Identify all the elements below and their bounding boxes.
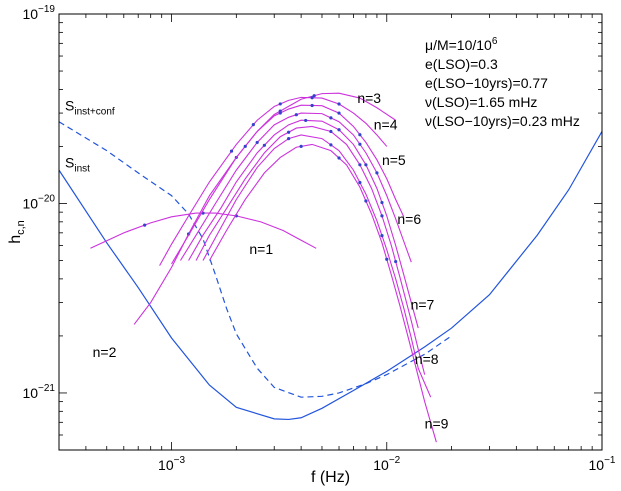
annotation-line: ν(LSO)=1.65 mHz — [425, 94, 537, 110]
harmonic-point — [380, 200, 384, 205]
y-tick-label-exp: −20 — [38, 193, 55, 204]
harmonic-label-n8: n=8 — [415, 351, 439, 367]
x-tick-label: 10−1 — [589, 455, 616, 473]
harmonic-label-n4: n=4 — [374, 117, 398, 133]
x-axis-label: f (Hz) — [311, 469, 350, 486]
x-tick-label-base: 10 — [589, 457, 605, 473]
y-tick-label-base: 10 — [22, 6, 38, 22]
harmonic-point — [329, 143, 333, 147]
harmonic-point — [375, 171, 379, 175]
harmonic-point — [337, 128, 341, 132]
harmonic-point — [262, 143, 266, 147]
annotation-text: e(LSO)=0.3 — [425, 56, 498, 72]
harmonic-label-n1: n=1 — [249, 241, 273, 257]
x-tick-label-exp: −2 — [389, 455, 401, 466]
harmonic-point — [251, 123, 255, 127]
harmonic-curve-n8 — [202, 134, 432, 398]
y-axis-label-sub: c,n — [15, 220, 27, 235]
harmonic-point — [337, 102, 341, 106]
harmonic-point — [287, 130, 291, 134]
harmonic-point — [380, 214, 384, 218]
harmonic-label-n2: n=2 — [93, 344, 117, 360]
harmonic-curve-n3 — [159, 96, 388, 266]
harmonic-label-n9: n=9 — [425, 415, 449, 431]
y-tick-label-base: 10 — [22, 195, 38, 211]
harmonic-point — [312, 94, 316, 98]
x-tick-label-base: 10 — [373, 457, 389, 473]
harmonic-point — [337, 111, 341, 115]
plot-area: SinstSinst+confn=1n=2n=3n=4n=5n=6n=7n=8n… — [59, 36, 602, 443]
harmonic-label-n3: n=3 — [357, 90, 381, 106]
harmonic-point — [304, 118, 308, 123]
harmonic-point — [394, 259, 398, 264]
x-tick-label-exp: −1 — [604, 455, 616, 466]
annotation-line: e(LSO−10yrs)=0.77 — [425, 75, 548, 91]
harmonic-point — [294, 113, 298, 117]
harmonic-point — [358, 163, 362, 167]
harmonic-point — [299, 144, 303, 149]
x-tick-label-exp: −3 — [174, 455, 186, 466]
y-tick-label: 10−19 — [22, 4, 55, 22]
harmonic-point — [358, 142, 362, 146]
annotation-line: e(LSO)=0.3 — [425, 56, 498, 72]
x-tick-label: 10−2 — [373, 455, 400, 473]
annotation-line: ν(LSO−10yrs)=0.23 mHz — [425, 113, 580, 129]
y-axis-label: hc,n — [7, 220, 27, 244]
harmonic-point — [310, 96, 314, 100]
harmonic-point — [364, 163, 368, 167]
annotation-text: ν(LSO)=1.65 mHz — [425, 94, 537, 110]
harmonic-point — [358, 180, 362, 185]
harmonic-point — [358, 133, 362, 137]
annotation-text: e(LSO−10yrs)=0.77 — [425, 75, 548, 91]
noise-curve-label: Sinst+conf — [65, 97, 115, 117]
harmonic-point — [380, 234, 384, 238]
plot-frame — [58, 13, 603, 451]
noise-curve-label-main: S — [65, 154, 74, 170]
harmonic-point — [278, 102, 282, 106]
annotation-text: μ/M=10/10 — [425, 37, 492, 53]
harmonic-point — [287, 136, 291, 141]
harmonic-label-n6: n=6 — [397, 211, 421, 227]
y-tick-label-exp: −19 — [38, 4, 55, 15]
noise-curve-s-inst-conf — [59, 121, 452, 398]
harmonic-point — [278, 111, 282, 115]
harmonic-point — [229, 149, 234, 153]
y-axis-label-main: h — [7, 235, 24, 244]
harmonic-curve-n9 — [208, 143, 437, 443]
harmonic-curve-n6 — [188, 119, 419, 329]
y-tick-label-exp: −21 — [38, 383, 55, 394]
harmonic-point — [255, 140, 259, 145]
harmonic-point — [143, 223, 147, 227]
harmonic-point — [337, 156, 341, 160]
harmonic-label-n7: n=7 — [411, 297, 435, 313]
harmonic-point — [329, 116, 333, 120]
noise-curve-label-sub: inst+conf — [74, 106, 115, 117]
harmonic-point — [243, 144, 247, 148]
x-tick-label: 10−3 — [158, 455, 185, 473]
harmonic-label-n5: n=5 — [382, 152, 406, 168]
harmonic-point — [364, 199, 368, 203]
harmonic-point — [385, 257, 389, 261]
noise-curve-label: Sinst — [65, 154, 90, 174]
harmonic-point — [329, 129, 333, 134]
noise-curve-s-inst — [59, 131, 602, 421]
annotation-line: μ/M=10/106 — [425, 36, 498, 53]
harmonic-curve-n5 — [179, 112, 412, 263]
harmonic-curve-n7 — [195, 125, 426, 375]
harmonic-curve-n1 — [90, 212, 317, 249]
noise-curve-label-sub: inst — [74, 163, 90, 174]
noise-curve-label-main: S — [65, 97, 74, 113]
curves-group — [59, 92, 602, 443]
y-tick-label-base: 10 — [22, 385, 38, 401]
annotation-superscript: 6 — [492, 36, 498, 47]
harmonic-curve-n2 — [133, 92, 396, 325]
x-tick-label-base: 10 — [158, 457, 174, 473]
y-tick-label: 10−21 — [22, 383, 55, 401]
annotation-text: ν(LSO−10yrs)=0.23 mHz — [425, 113, 580, 129]
y-tick-label: 10−20 — [22, 193, 55, 211]
harmonic-point — [310, 103, 314, 108]
